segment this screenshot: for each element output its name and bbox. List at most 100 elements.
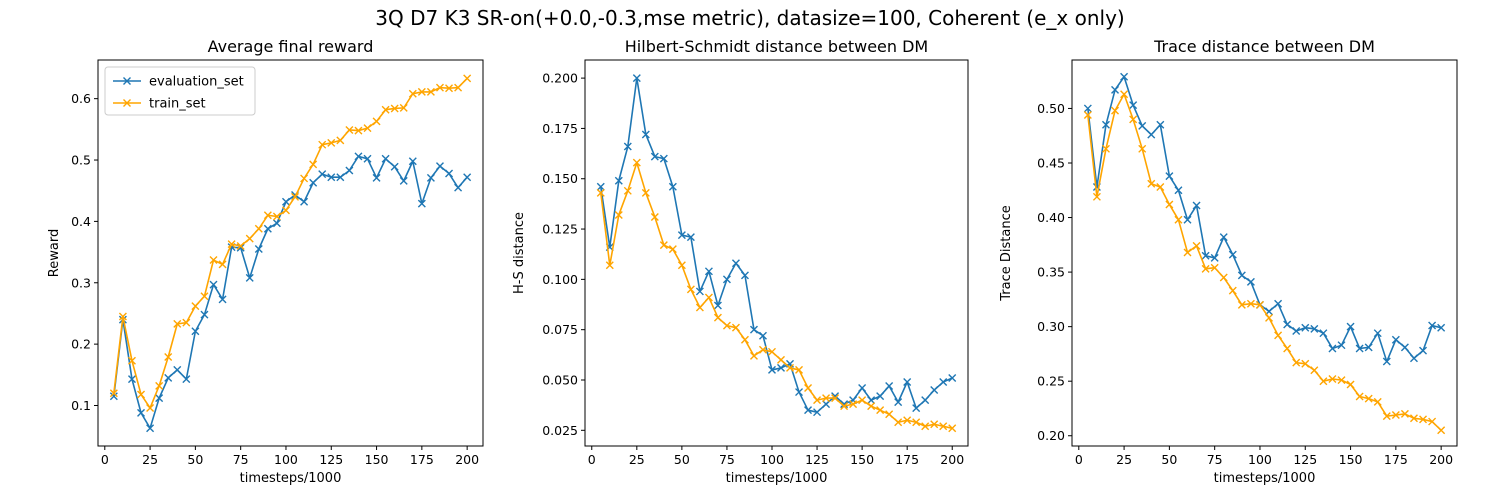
data-point — [200, 292, 209, 301]
data-point — [903, 416, 912, 425]
legend-swatch-marker — [123, 99, 131, 107]
series-line — [113, 77, 468, 409]
data-point — [309, 178, 318, 187]
data-point — [1111, 106, 1120, 115]
y-tick-label: 0.6 — [71, 91, 91, 106]
data-point — [1419, 346, 1428, 355]
y-tick-label: 0.025 — [542, 423, 578, 438]
data-point — [146, 403, 155, 412]
data-point — [903, 378, 912, 386]
data-point — [623, 186, 632, 195]
y-tick-label: 0.30 — [1037, 319, 1065, 334]
data-point — [1283, 344, 1292, 353]
data-point — [354, 152, 363, 161]
data-point — [1129, 115, 1138, 124]
data-point — [1237, 271, 1246, 280]
data-point — [1165, 172, 1174, 181]
y-tick-label: 0.175 — [542, 121, 578, 136]
legend-entry-label: train_set — [149, 97, 206, 112]
data-point — [363, 154, 372, 163]
data-point — [659, 154, 668, 163]
data-point — [435, 83, 444, 92]
data-point — [695, 287, 704, 296]
data-point — [1165, 200, 1174, 209]
chart-title: Trace distance between DM — [1153, 37, 1375, 56]
x-tick-label: 25 — [142, 452, 158, 467]
data-point — [1328, 344, 1337, 353]
y-tick-label: 0.35 — [1037, 265, 1065, 280]
x-tick-label: 125 — [1293, 452, 1317, 467]
x-tick-label: 75 — [233, 452, 249, 467]
data-point — [1400, 409, 1409, 418]
data-point — [390, 162, 399, 171]
data-point — [218, 260, 227, 269]
data-point — [1228, 286, 1237, 295]
data-point — [722, 275, 731, 284]
y-tick-label: 0.150 — [542, 171, 578, 186]
data-point — [1428, 321, 1437, 330]
y-tick-label: 0.50 — [1037, 101, 1065, 116]
series-line — [113, 155, 468, 430]
data-point — [254, 224, 263, 233]
x-tick-label: 200 — [940, 452, 964, 467]
data-point — [1201, 251, 1210, 260]
data-point — [1219, 273, 1228, 282]
data-point — [1138, 121, 1147, 130]
data-point — [1437, 323, 1446, 332]
data-point — [668, 182, 677, 191]
data-point — [227, 240, 236, 249]
y-tick-label: 0.100 — [542, 272, 578, 287]
series-line — [1087, 76, 1442, 363]
series-train-set — [1083, 90, 1446, 435]
data-point — [777, 355, 786, 364]
data-point — [309, 160, 318, 169]
data-point — [1129, 101, 1138, 110]
data-point — [463, 173, 472, 182]
data-point — [749, 351, 758, 360]
x-tick-label: 125 — [319, 452, 343, 467]
data-point — [614, 210, 623, 219]
x-tick-label: 200 — [455, 452, 479, 467]
data-point — [1283, 320, 1292, 329]
data-point — [1156, 182, 1165, 191]
data-point — [1328, 375, 1337, 384]
data-point — [912, 404, 921, 413]
data-point — [912, 418, 921, 427]
data-point — [758, 331, 767, 340]
data-point — [867, 396, 876, 405]
x-tick-label: 0 — [588, 452, 596, 467]
data-point — [417, 87, 426, 96]
data-point — [767, 347, 776, 356]
data-point — [1210, 253, 1219, 262]
data-point — [1382, 412, 1391, 421]
data-point — [281, 206, 290, 215]
x-tick-label: 150 — [1339, 452, 1363, 467]
data-point — [822, 394, 831, 403]
data-point — [749, 325, 758, 334]
y-tick-label: 0.40 — [1037, 210, 1065, 225]
data-point — [300, 197, 309, 206]
data-point — [1210, 263, 1219, 272]
data-point — [164, 353, 173, 362]
data-point — [318, 170, 327, 179]
data-point — [1265, 313, 1274, 322]
data-point — [894, 398, 903, 407]
data-point — [930, 420, 939, 429]
data-point — [345, 166, 354, 175]
data-point — [1373, 329, 1382, 338]
data-point — [109, 392, 118, 401]
data-point — [1428, 417, 1437, 426]
data-point — [1355, 392, 1364, 401]
data-point — [173, 365, 182, 374]
data-point — [209, 256, 218, 265]
data-point — [731, 323, 740, 332]
y-tick-label: 0.45 — [1037, 155, 1065, 170]
x-tick-label: 0 — [1075, 452, 1083, 467]
x-tick-label: 50 — [674, 452, 690, 467]
x-tick-label: 150 — [365, 452, 389, 467]
y-axis-label: Trace Distance — [999, 205, 1014, 301]
data-point — [291, 192, 300, 201]
data-point — [813, 408, 822, 417]
data-point — [182, 375, 191, 384]
data-point — [1120, 72, 1129, 81]
